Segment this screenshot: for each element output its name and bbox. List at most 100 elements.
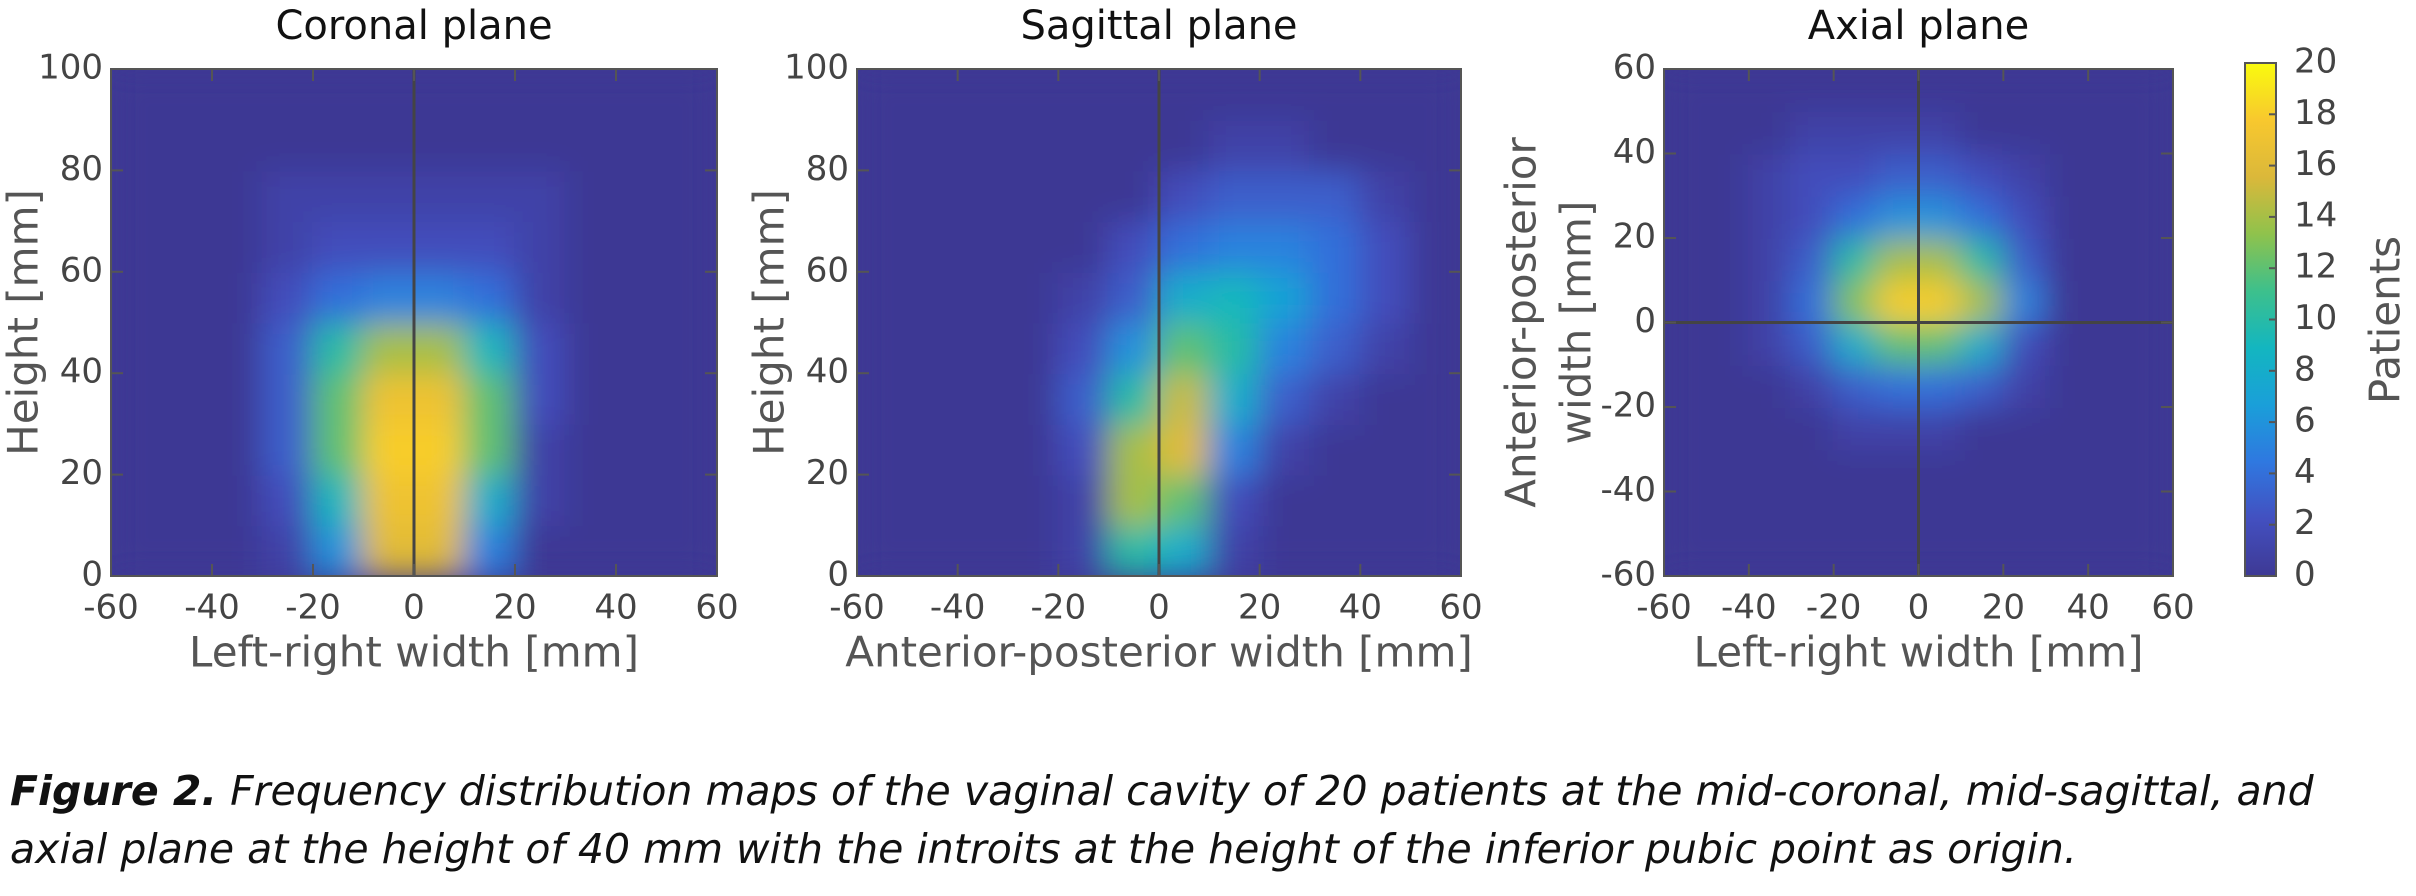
heat-cell bbox=[1409, 270, 1461, 324]
heat-cell bbox=[615, 118, 668, 172]
heat-cell bbox=[1409, 321, 1461, 375]
heat-cell bbox=[1359, 69, 1412, 121]
heat-cell bbox=[1832, 69, 1878, 113]
heat-cell bbox=[2129, 69, 2173, 113]
heat-cell bbox=[2129, 110, 2173, 155]
heat-cell bbox=[1832, 237, 1878, 282]
heat-cell bbox=[665, 372, 717, 425]
heat-cell bbox=[2087, 532, 2132, 576]
x-tick-label: 0 bbox=[403, 588, 425, 628]
heat-cell bbox=[1959, 110, 2005, 155]
heat-cell bbox=[312, 524, 365, 576]
heat-cell bbox=[211, 422, 264, 476]
heat-cell bbox=[665, 118, 717, 172]
heat-cell bbox=[261, 422, 314, 476]
heat-cell bbox=[1875, 490, 1920, 535]
heat-cell bbox=[2129, 490, 2173, 535]
heat-cell bbox=[1309, 422, 1362, 476]
heat-cell bbox=[665, 473, 717, 527]
heat-cell bbox=[906, 321, 959, 375]
heat-cell bbox=[615, 321, 668, 375]
heat-cell bbox=[1917, 110, 1962, 155]
heat-cell bbox=[1705, 69, 1750, 113]
heat-cell bbox=[211, 524, 264, 576]
heat-cell bbox=[2002, 532, 2047, 576]
heat-cell bbox=[857, 422, 909, 476]
heat-cell bbox=[413, 524, 466, 576]
heat-cell bbox=[2002, 363, 2047, 408]
heat-cell bbox=[857, 473, 909, 527]
y-tick-label: 40 bbox=[60, 352, 103, 392]
heat-cell bbox=[665, 422, 717, 476]
x-tick-label: 40 bbox=[2067, 588, 2110, 628]
heat-cell bbox=[211, 169, 264, 223]
heat-cell bbox=[463, 372, 516, 425]
heat-cell bbox=[1959, 279, 2005, 324]
heat-cell bbox=[1158, 118, 1211, 172]
heat-cell bbox=[413, 473, 466, 527]
y-tick-label: 0 bbox=[1634, 301, 1656, 341]
heat-cell bbox=[906, 118, 959, 172]
heatmap bbox=[111, 69, 717, 576]
heat-cell bbox=[1158, 524, 1211, 576]
heat-cell bbox=[1359, 321, 1412, 375]
x-tick-label: -60 bbox=[829, 588, 885, 628]
heat-cell bbox=[1832, 448, 1878, 493]
heat-cell bbox=[1832, 490, 1878, 535]
heat-cell bbox=[211, 69, 264, 121]
heat-cell bbox=[1409, 220, 1461, 273]
heat-cell bbox=[1917, 321, 1962, 366]
heat-cell bbox=[2044, 532, 2090, 576]
heat-cell bbox=[160, 220, 213, 273]
heat-cell bbox=[1107, 118, 1160, 172]
heat-cell bbox=[1359, 524, 1412, 576]
heat-cell bbox=[362, 524, 415, 576]
heat-cell bbox=[312, 321, 365, 375]
heat-cell bbox=[564, 220, 617, 273]
heat-cell bbox=[514, 169, 567, 223]
heat-cell bbox=[564, 473, 617, 527]
x-tick-label: -20 bbox=[285, 588, 341, 628]
heat-cell bbox=[1790, 69, 1835, 113]
colorbar-tick-label: 10 bbox=[2294, 298, 2337, 338]
heat-cell bbox=[906, 473, 959, 527]
heat-cell bbox=[1208, 422, 1261, 476]
heatmap-cells bbox=[1664, 69, 2173, 576]
heat-cell bbox=[665, 169, 717, 223]
heat-cell bbox=[1917, 406, 1962, 451]
colorbar-tick-label: 18 bbox=[2294, 93, 2337, 133]
heat-cell bbox=[1832, 363, 1878, 408]
heat-cell bbox=[463, 220, 516, 273]
heat-cell bbox=[1208, 270, 1261, 324]
heat-cell bbox=[1007, 422, 1060, 476]
heat-cell bbox=[1705, 321, 1750, 366]
heat-cell bbox=[1705, 194, 1750, 239]
colorbar-tick-label: 16 bbox=[2294, 144, 2337, 184]
y-axis-label: Height [mm] bbox=[745, 189, 794, 456]
heat-cell bbox=[1917, 279, 1962, 324]
heat-cell bbox=[857, 524, 909, 576]
heat-cell bbox=[111, 270, 163, 324]
x-tick-label: 20 bbox=[493, 588, 536, 628]
heat-cell bbox=[1875, 279, 1920, 324]
heat-cell bbox=[1007, 169, 1060, 223]
y-tick-label: 80 bbox=[60, 149, 103, 189]
heat-cell bbox=[1917, 490, 1962, 535]
heat-cell bbox=[2044, 406, 2090, 451]
heat-cell bbox=[1917, 237, 1962, 282]
heat-cell bbox=[1705, 152, 1750, 197]
heat-cell bbox=[857, 169, 909, 223]
heat-cell bbox=[211, 321, 264, 375]
heat-cell bbox=[1917, 194, 1962, 239]
heat-cell bbox=[160, 372, 213, 425]
heat-cell bbox=[1107, 524, 1160, 576]
heat-cell bbox=[1790, 110, 1835, 155]
heat-cell bbox=[1832, 110, 1878, 155]
heat-cell bbox=[2044, 490, 2090, 535]
heat-cell bbox=[261, 372, 314, 425]
heat-cell bbox=[1107, 169, 1160, 223]
colorbar-tick-label: 8 bbox=[2294, 349, 2316, 389]
heat-cell bbox=[1007, 524, 1060, 576]
heat-cell bbox=[956, 321, 1009, 375]
heat-cell bbox=[906, 270, 959, 324]
